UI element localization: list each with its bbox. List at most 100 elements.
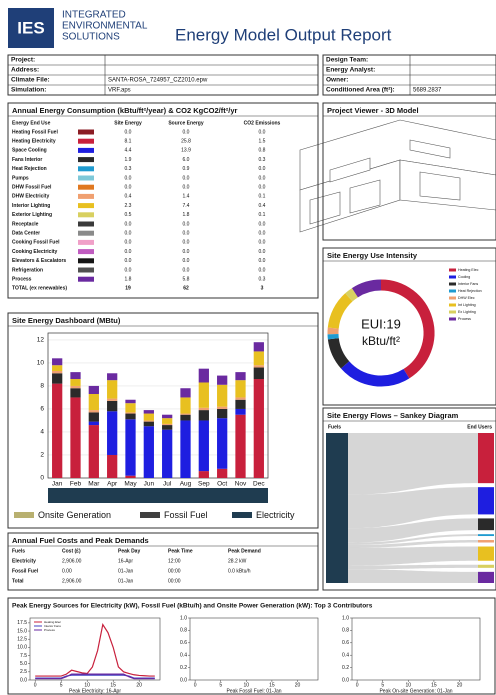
cell: 0.0 [259, 258, 266, 264]
bar-segment [70, 388, 81, 398]
cell: 0.4 [125, 194, 132, 200]
bar-segment [88, 412, 99, 422]
y-tick-label: 0.6 [180, 640, 187, 646]
cell: 0.0 [125, 258, 132, 264]
legend-label: Process [44, 628, 55, 632]
cell: 0.0 [259, 129, 266, 135]
panel-title: Annual Fuel Costs and Peak Demands [12, 536, 149, 545]
color-swatch [78, 147, 94, 153]
x-tick-label: 15 [269, 682, 275, 688]
info-label: Simulation: [11, 87, 46, 94]
legend-label: Heat Rejection [458, 289, 482, 293]
bar-segment [217, 408, 228, 419]
row-label: Exterior Lighting [12, 212, 52, 218]
bar-segment [143, 426, 154, 478]
cell: 0.1 [259, 212, 266, 218]
x-tick-label: 5 [381, 682, 384, 688]
column-header: Source Energy [168, 120, 204, 126]
bar-segment [198, 368, 209, 383]
bar-segment [217, 418, 228, 469]
bar-segment [88, 421, 99, 426]
bar-segment [125, 475, 136, 478]
legend-swatch [14, 512, 34, 518]
cell: 0.3 [259, 277, 266, 283]
sankey-target [478, 546, 494, 561]
bar-segment [107, 400, 118, 412]
x-tick-label: 5 [219, 682, 222, 688]
y-tick-label: 12 [37, 337, 45, 344]
x-tick-label: 5 [60, 682, 63, 688]
bar-segment [52, 365, 63, 371]
x-tick-label: Aug [180, 481, 192, 488]
x-tick-label: 0 [194, 682, 197, 688]
x-tick-label: Nov [235, 481, 247, 488]
panel-border [7, 532, 319, 591]
y-tick-label: 0.0 [342, 677, 349, 683]
bar-segment [180, 388, 191, 398]
column-header: Peak Day [118, 548, 140, 554]
sankey-target [478, 518, 494, 531]
bar-segment [253, 379, 264, 478]
panel-title: Site Energy Flows – Sankey Diagram [327, 411, 459, 420]
bar-segment [52, 383, 63, 478]
info-label: Owner: [326, 77, 348, 84]
column-header: Peak Time [168, 548, 193, 554]
y-tick-label: 6 [40, 406, 44, 413]
bar-segment [162, 423, 173, 426]
color-swatch [78, 239, 94, 245]
bar-segment [52, 373, 63, 384]
bar-segment [235, 399, 246, 409]
donut-segment [351, 279, 382, 298]
bar-segment [253, 365, 264, 368]
legend-swatch [449, 268, 456, 272]
y-tick-label: 5.0 [20, 661, 27, 667]
bar-segment [125, 419, 136, 476]
legend-swatch [449, 282, 456, 286]
bar-segment [88, 385, 99, 394]
bar-segment [253, 367, 264, 380]
line-series [35, 674, 155, 679]
cell: 28.2 kW [228, 558, 247, 564]
bar-segment [143, 410, 154, 414]
row-label: Cooking Fossil Fuel [12, 240, 60, 246]
column-header: Energy End Use [12, 120, 51, 126]
bar-segment [253, 351, 264, 366]
cell: 0.0 [259, 221, 266, 227]
cell: 00:00 [168, 568, 181, 574]
x-tick-label: Jan [52, 481, 63, 488]
x-tick-label: Jul [163, 481, 172, 488]
cell: 0.0 [259, 240, 266, 246]
company-name: INTEGRATED [62, 10, 126, 21]
eui-unit: kBtu/ft² [362, 334, 400, 348]
x-tick-label: 20 [136, 682, 142, 688]
cell: 4.4 [125, 148, 132, 154]
cell: 0.1 [259, 194, 266, 200]
cell: 0.0 [183, 267, 190, 273]
x-tick-label: Mar [88, 481, 100, 488]
panel-border [322, 407, 496, 591]
cell: 0.0 [125, 221, 132, 227]
bar-segment [88, 393, 99, 411]
panel-border [7, 102, 319, 299]
bar-segment [217, 406, 228, 409]
y-tick-label: 1.0 [342, 615, 349, 621]
cell: 25.8 [181, 139, 191, 145]
panel-border [7, 597, 496, 695]
report-title: Energy Model Output Report [175, 25, 392, 44]
cell: 16-Apr [118, 558, 133, 564]
x-axis-label: Peak Fossil Fuel: 01-Jan [226, 688, 281, 694]
bar-segment [180, 414, 191, 421]
row-label: Receptacle [12, 221, 39, 227]
cell: 19 [125, 286, 131, 292]
cell: 0.0 [125, 240, 132, 246]
cell: 3 [261, 286, 264, 292]
x-tick-label: 10 [244, 682, 250, 688]
y-tick-label: 0.4 [342, 653, 349, 659]
y-tick-label: 15.0 [17, 628, 27, 634]
column-header: Peak Demand [228, 548, 261, 554]
bar-segment [125, 403, 136, 413]
sankey-target [478, 540, 494, 543]
cell: 0.3 [259, 157, 266, 163]
bar-segment [125, 412, 136, 414]
